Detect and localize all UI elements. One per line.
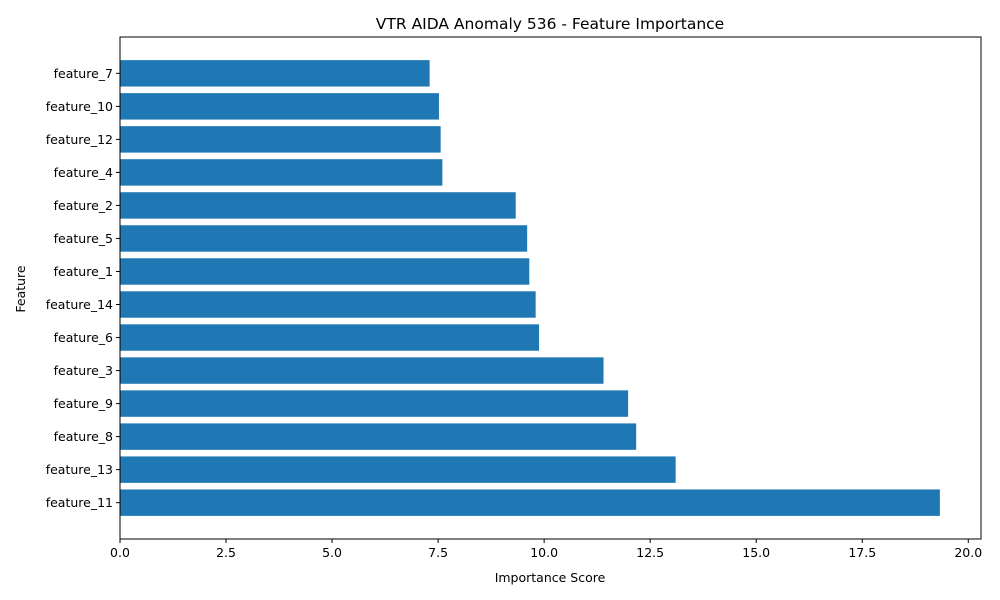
x-tick-label: 5.0 — [322, 545, 342, 560]
x-tick-label: 2.5 — [216, 545, 236, 560]
bar-feature_8 — [120, 423, 637, 450]
y-tick-label: feature_10 — [46, 99, 113, 114]
x-tick-label: 20.0 — [954, 545, 982, 560]
bars-layer — [120, 60, 940, 516]
chart-title: VTR AIDA Anomaly 536 - Feature Importanc… — [376, 15, 724, 33]
y-tick-label: feature_7 — [54, 66, 113, 81]
y-tick-label: feature_2 — [54, 198, 113, 213]
bar-feature_12 — [120, 126, 441, 153]
y-axis-ticks: feature_7 feature_10 feature_12 feature_4fe… — [46, 66, 120, 510]
y-tick-label: feature_8 — [54, 429, 113, 444]
x-tick-label: 15.0 — [742, 545, 770, 560]
y-tick-label: feature_13 — [46, 462, 113, 477]
x-tick-label: 10.0 — [530, 545, 558, 560]
bar-feature_4 — [120, 159, 443, 186]
y-tick-label: feature_9 — [54, 396, 113, 411]
bar-feature_11 — [120, 489, 940, 516]
x-axis-ticks: 0.0 2.5 5.0 7.5 10.0 12.5 15.0 17.5 20.0 — [110, 539, 982, 560]
y-tick-label: feature_12 — [46, 132, 113, 147]
y-tick-label: feature_14 — [46, 297, 113, 312]
y-tick-label: feature_3 — [54, 363, 113, 378]
bar-feature_14 — [120, 291, 536, 318]
y-tick-label: feature_5 — [54, 231, 113, 246]
bar-feature_2 — [120, 192, 516, 219]
bar-feature_10 — [120, 93, 439, 120]
bar-feature_3 — [120, 357, 604, 384]
x-tick-label: 17.5 — [848, 545, 876, 560]
y-tick-label: feature_1 — [54, 264, 113, 279]
y-tick-label: feature_4 — [54, 165, 113, 180]
bar-feature_5 — [120, 225, 528, 252]
y-axis-title: Feature — [13, 265, 28, 313]
bar-feature_6 — [120, 324, 540, 351]
plot-frame — [119, 36, 982, 540]
x-tick-label: 7.5 — [428, 545, 448, 560]
bar-feature_1 — [120, 258, 530, 285]
x-tick-label: 12.5 — [636, 545, 664, 560]
y-tick-label: feature_6 — [54, 330, 113, 345]
bar-feature_7 — [120, 60, 430, 87]
x-axis-title: Importance Score — [495, 570, 606, 585]
y-tick-label: feature_11 — [46, 495, 113, 510]
x-tick-label: 0.0 — [110, 545, 130, 560]
bar-feature_13 — [120, 456, 676, 483]
bar-feature_9 — [120, 390, 629, 417]
